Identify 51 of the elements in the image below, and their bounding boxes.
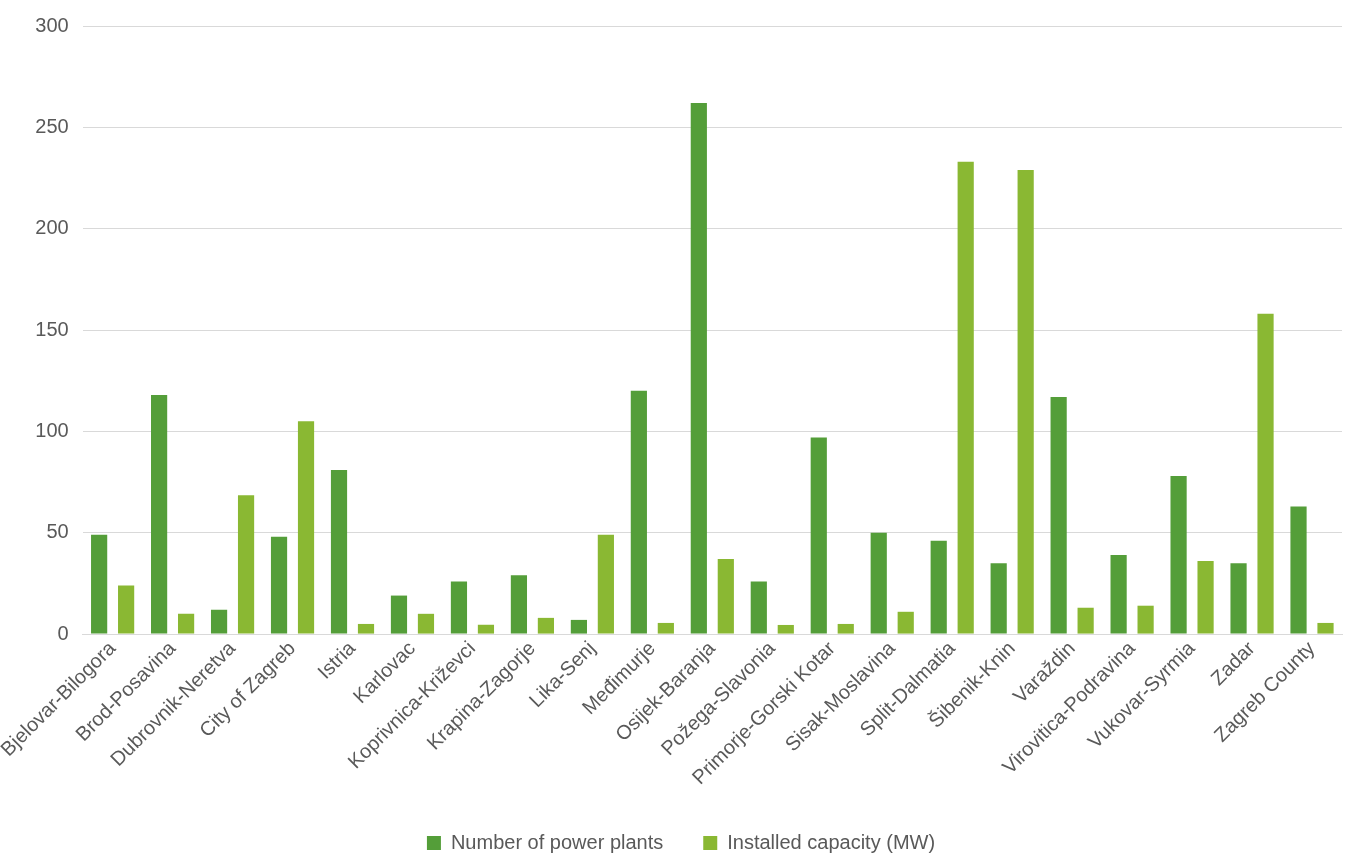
bar (570, 619, 587, 634)
bar (417, 613, 435, 634)
bar (477, 624, 495, 634)
bar (1137, 605, 1154, 634)
bar (1077, 607, 1094, 634)
bar (210, 609, 228, 634)
y-tick-label: 50 (46, 520, 69, 543)
bar (1170, 475, 1187, 634)
bar (91, 534, 108, 634)
bar (630, 390, 647, 634)
legend-label: Number of power plants (450, 830, 664, 853)
y-tick-label: 300 (35, 13, 69, 36)
y-tick-label: 0 (57, 621, 69, 644)
bar (537, 617, 554, 634)
bar (990, 563, 1007, 634)
bar (930, 540, 947, 634)
bar (118, 585, 135, 634)
bar (270, 536, 288, 634)
legend-label: Installed capacity (MW) (727, 830, 936, 853)
bar (151, 394, 168, 634)
y-tick-label: 250 (35, 114, 69, 137)
bar (597, 534, 614, 634)
y-tick-label: 150 (35, 317, 69, 340)
bar (1050, 396, 1067, 634)
bar (810, 437, 827, 634)
y-tick-label: 100 (35, 418, 69, 441)
bar (1290, 506, 1307, 634)
bar (237, 495, 255, 634)
bar (330, 469, 348, 634)
bar (717, 559, 734, 634)
bar (1110, 555, 1127, 634)
bar (1257, 313, 1274, 634)
y-tick-label: 200 (35, 216, 69, 239)
bar (777, 624, 794, 634)
bar (897, 611, 914, 634)
bar (510, 575, 528, 634)
bar (657, 622, 674, 634)
bar (1317, 622, 1334, 634)
bar (390, 595, 408, 634)
bar (450, 581, 468, 634)
bar (1197, 561, 1214, 634)
bar (690, 103, 707, 634)
bar (957, 161, 974, 634)
bar (837, 623, 854, 634)
bar (1230, 563, 1247, 634)
bar (750, 581, 767, 634)
bar (177, 613, 195, 634)
bar (870, 532, 887, 634)
bar (297, 421, 315, 634)
bar (1017, 169, 1034, 634)
bar (357, 623, 375, 634)
